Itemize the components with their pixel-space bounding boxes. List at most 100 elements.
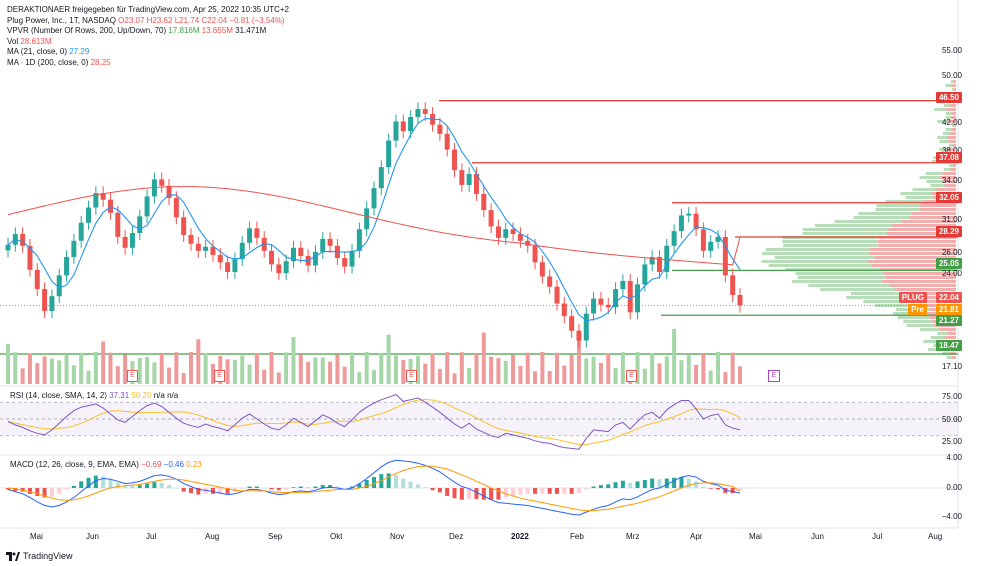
volume-bar — [335, 354, 339, 384]
x-axis-label: Okt — [330, 532, 342, 541]
volume-profile-down — [948, 332, 956, 335]
macd-histogram-bar — [445, 488, 449, 496]
volume-profile-up — [761, 260, 868, 263]
volume-profile-up — [803, 228, 887, 231]
candle-body — [503, 229, 508, 238]
volume-bar — [379, 353, 383, 384]
candle-body — [584, 314, 589, 341]
volume-bar — [540, 352, 544, 384]
candle-body — [635, 284, 640, 312]
volume-bar — [423, 364, 427, 384]
macd-histogram-bar — [555, 488, 559, 494]
price-tick: 34.00 — [942, 176, 962, 185]
rsi-lower-value: n/a — [167, 391, 178, 400]
candle-body — [569, 316, 574, 331]
volume-profile-down — [942, 172, 956, 175]
macd-histogram-bar — [621, 481, 625, 488]
candle-body — [591, 299, 596, 314]
candle-body — [218, 255, 223, 262]
earnings-marker-upcoming[interactable]: E — [768, 370, 780, 382]
volume-bar — [643, 369, 647, 384]
rsi-tick: 75.00 — [942, 392, 962, 401]
candle-body — [254, 228, 259, 238]
macd-histogram-bar — [409, 481, 413, 488]
support-level-tag: 21.27 — [936, 315, 962, 326]
macd-histogram-bar — [540, 488, 544, 494]
macd-hist-value: 0.23 — [186, 460, 202, 469]
candle-body — [313, 252, 318, 266]
candle-body — [123, 237, 128, 248]
macd-histogram-bar — [182, 488, 186, 492]
volume-bar — [474, 354, 478, 384]
volume-profile-up — [949, 164, 953, 167]
earnings-marker[interactable]: E — [406, 370, 417, 382]
volume-bar — [277, 373, 281, 384]
price-tick: 55.00 — [942, 46, 962, 55]
volume-bar — [189, 352, 193, 384]
macd-histogram-bar — [511, 488, 515, 496]
x-axis-label: Mai — [749, 532, 762, 541]
macd-histogram-bar — [387, 473, 391, 488]
candle-body — [49, 296, 54, 311]
candle-body — [269, 251, 274, 265]
candle-body — [598, 299, 603, 305]
volume-bar — [694, 365, 698, 384]
candle-body — [79, 223, 84, 241]
macd-histogram-bar — [401, 479, 405, 488]
volume-profile-up — [796, 272, 884, 275]
close-value: C22.04 — [201, 16, 227, 25]
candle-body — [401, 121, 406, 131]
premarket-label-tag: Pre — [908, 304, 927, 315]
volume-bar — [731, 353, 735, 384]
volume-bar — [672, 329, 676, 384]
ma21-label: MA (21, close, 0) — [7, 47, 67, 56]
volume-bar — [57, 360, 61, 384]
volume-profile-down — [940, 328, 956, 331]
tradingview-logo-icon — [6, 552, 20, 561]
candle-body — [496, 226, 501, 237]
volume-profile-up — [940, 140, 949, 143]
x-axis-label: Aug — [928, 532, 942, 541]
volume-bar — [262, 370, 266, 384]
earnings-marker[interactable]: E — [214, 370, 225, 382]
volume-bar — [357, 372, 361, 384]
candle-body — [196, 244, 201, 251]
volume-profile-up — [944, 168, 951, 171]
macd-histogram-bar — [709, 488, 713, 489]
volume-bar — [240, 356, 244, 384]
volume-bar — [445, 352, 449, 384]
earnings-marker[interactable]: E — [127, 370, 138, 382]
candle-body — [489, 210, 494, 226]
resistance-level-tag: 37.08 — [936, 152, 962, 163]
macd-histogram-bar — [423, 487, 427, 488]
rsi-value: 37.31 — [109, 391, 129, 400]
volume-bar — [160, 354, 164, 384]
candle-body — [64, 257, 69, 275]
volume-bar — [709, 370, 713, 384]
ma200-value: 28.25 — [91, 58, 111, 67]
macd-histogram-bar — [716, 488, 720, 489]
earnings-marker[interactable]: E — [626, 370, 637, 382]
x-axis-label: Feb — [570, 532, 584, 541]
chart-legend: DERAKTIONAER freigegeben für TradingView… — [7, 5, 289, 69]
volume-bar — [270, 352, 274, 384]
volume-profile-up — [898, 316, 930, 319]
volume-profile-up — [926, 180, 942, 183]
macd-histogram-bar — [672, 478, 676, 488]
tradingview-logo[interactable]: TradingView — [6, 551, 73, 561]
volume-bar — [599, 363, 603, 384]
resistance-level-tag: 32.05 — [936, 192, 962, 203]
volume-bar — [592, 357, 596, 384]
candle-body — [189, 235, 194, 244]
volume-profile-up — [952, 88, 954, 91]
price-tick: 50.00 — [942, 71, 962, 80]
volume-bar — [687, 355, 691, 384]
macd-histogram-bar — [533, 488, 537, 494]
macd-histogram-bar — [130, 486, 134, 488]
candle-body — [130, 233, 135, 248]
rsi-tick: 50.00 — [942, 415, 962, 424]
volume-bar — [43, 356, 47, 384]
macd-histogram-bar — [306, 487, 310, 488]
ma200-line: MA ∙ 1D (200, close, 0) 28.25 — [7, 58, 289, 69]
